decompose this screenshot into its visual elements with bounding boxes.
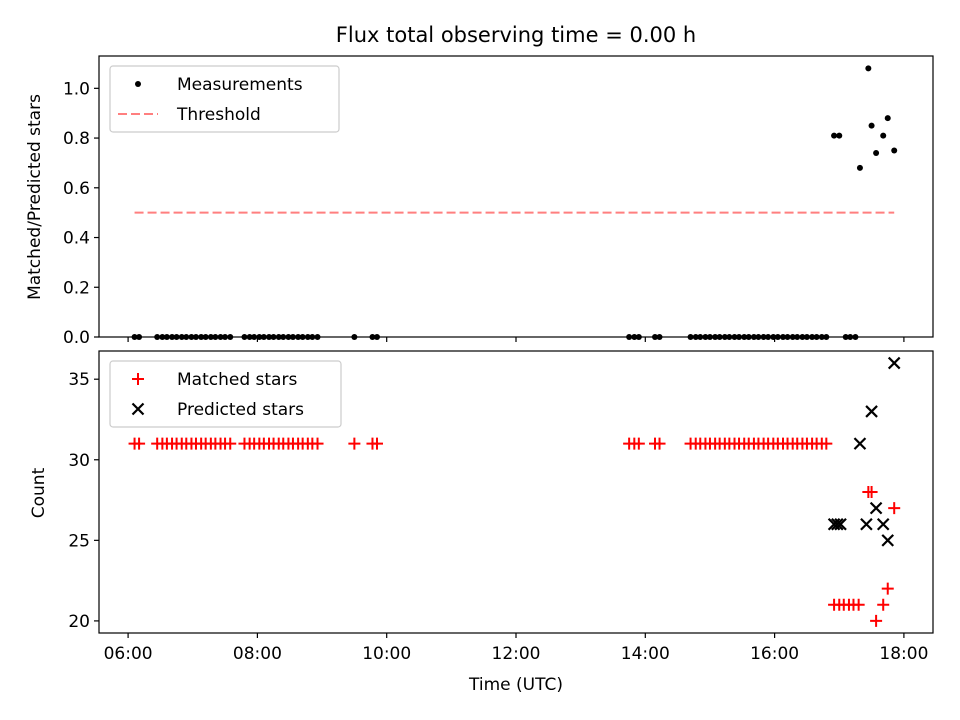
bottom-data-point — [834, 517, 847, 531]
bottom-panel: 20 25 30 35 06:00 08:00 10:00 12:00 14:00 16:00 18… — [68, 350, 934, 664]
top-data-point — [880, 132, 887, 139]
bottom-data-point — [865, 486, 878, 498]
x-tick-label: 14:00 — [621, 644, 670, 664]
top-legend-entry: Threshold — [176, 105, 261, 125]
top-y-tick-label: 0.0 — [63, 328, 90, 348]
bottom-data-point — [888, 502, 901, 515]
top-data-point — [868, 122, 875, 129]
bottom-data-point — [348, 437, 361, 450]
bottom-data-point — [853, 437, 867, 450]
top-data-point — [836, 132, 843, 139]
bottom-legend: Matched stars Predicted stars — [109, 360, 342, 428]
bottom-y-tick-label: 20 — [68, 612, 90, 632]
top-panel: 0.0 0.2 0.4 0.6 0.8 1.0 Measurements Threshold — [63, 55, 934, 348]
top-y-tick-label: 1.0 — [63, 79, 90, 99]
top-data-point — [884, 115, 891, 122]
x-tick-label: 18:00 — [879, 644, 928, 664]
bottom-data-point — [632, 437, 645, 450]
top-data-point — [873, 149, 880, 156]
top-y-tick-label: 0.8 — [63, 129, 90, 149]
bottom-data-point — [371, 437, 383, 450]
top-data-point — [891, 147, 898, 154]
bottom-series-1 — [827, 356, 901, 547]
bottom-data-point — [133, 437, 146, 450]
top-data-point — [865, 65, 872, 72]
chart-title: Flux total observing time = 0.00 h — [336, 23, 696, 47]
bottom-data-point — [653, 437, 666, 450]
bottom-series-0 — [128, 437, 901, 627]
x-tick-label: 08:00 — [233, 644, 282, 664]
top-legend-swatch — [135, 81, 141, 87]
bottom-data-point — [852, 598, 865, 611]
bottom-data-point — [311, 437, 324, 450]
bottom-data-point — [820, 437, 833, 450]
top-data-point — [831, 132, 838, 139]
bottom-y-tick-label: 25 — [68, 531, 90, 551]
bottom-legend-entry: Predicted stars — [177, 400, 304, 420]
top-data-point — [856, 164, 863, 171]
bottom-legend-entry: Matched stars — [177, 370, 297, 390]
bottom-data-point — [869, 501, 883, 515]
bottom-y-tick-label: 30 — [68, 451, 90, 471]
x-axis-label: Time (UTC) — [468, 675, 563, 695]
bottom-data-point — [831, 517, 844, 531]
bottom-legend-swatch — [131, 402, 145, 416]
bottom-data-point — [877, 598, 890, 611]
bottom-y-axis-label: Count — [29, 467, 49, 518]
bottom-data-point — [881, 534, 895, 547]
top-legend-box — [109, 65, 340, 133]
x-tick-label: 12:00 — [492, 644, 541, 664]
top-y-tick-label: 0.2 — [63, 278, 90, 298]
bottom-legend-swatch — [132, 373, 144, 385]
top-legend: Measurements Threshold — [109, 65, 340, 133]
x-tick-label: 06:00 — [104, 644, 153, 664]
bottom-data-point — [224, 437, 237, 450]
bottom-data-point — [881, 582, 894, 595]
x-tick-label: 16:00 — [750, 644, 799, 664]
top-y-axis-label: Matched/Predicted stars — [25, 94, 45, 300]
bottom-data-point — [860, 517, 873, 531]
x-tick-label: 10:00 — [362, 644, 411, 664]
top-y-tick-label: 0.6 — [63, 179, 90, 199]
bottom-data-point — [870, 614, 883, 627]
bottom-data-point — [876, 517, 890, 531]
top-legend-entry: Measurements — [177, 75, 303, 95]
bottom-data-point — [887, 356, 901, 370]
top-y-tick-label: 0.4 — [63, 229, 90, 249]
bottom-y-tick-label: 35 — [68, 370, 90, 390]
bottom-data-point — [865, 405, 878, 418]
bottom-legend-box — [109, 360, 342, 428]
